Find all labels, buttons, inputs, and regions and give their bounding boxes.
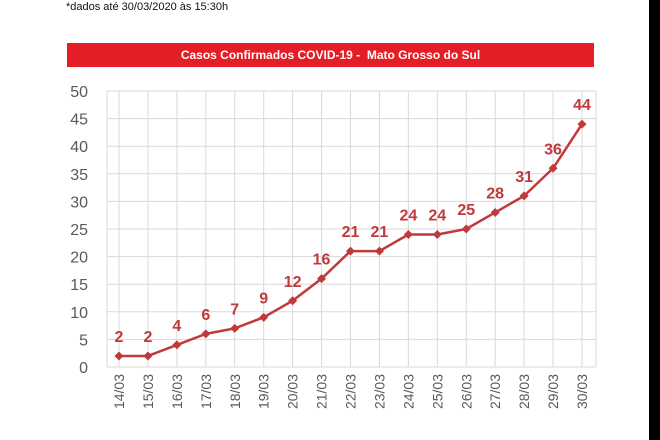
data-point-marker (577, 119, 587, 129)
data-label: 12 (284, 274, 302, 291)
y-tick-label: 15 (70, 277, 88, 294)
data-point-marker (317, 274, 327, 284)
x-tick-label: 23/03 (371, 374, 387, 409)
y-tick-label: 20 (70, 250, 88, 267)
data-label: 28 (486, 185, 504, 202)
footnote: *dados até 30/03/2020 às 15:30h (66, 1, 229, 13)
data-label: 2 (143, 329, 152, 346)
y-axis-ticks: 0 5 10 15 20 25 30 35 40 45 50 (70, 84, 88, 377)
data-point-marker (461, 224, 471, 234)
x-tick-label: 28/03 (516, 374, 532, 409)
x-tick-label: 14/03 (111, 374, 127, 409)
x-tick-label: 17/03 (198, 374, 214, 409)
data-point-marker (259, 312, 269, 322)
data-point-marker (519, 191, 529, 201)
data-point-marker (172, 340, 182, 350)
data-point-marker (230, 323, 240, 333)
y-tick-label: 10 (70, 305, 88, 322)
data-label: 24 (399, 208, 417, 225)
y-tick-label: 5 (79, 332, 88, 349)
data-point-marker (288, 296, 298, 306)
y-tick-label: 45 (70, 112, 88, 129)
data-point-marker (346, 246, 355, 256)
x-tick-label: 18/03 (227, 374, 243, 409)
data-point-marker (403, 230, 413, 240)
x-tick-label: 21/03 (314, 374, 330, 409)
x-tick-label: 19/03 (256, 374, 272, 409)
data-label: 36 (544, 141, 562, 158)
data-point-marker (432, 230, 442, 240)
x-tick-label: 26/03 (458, 374, 474, 409)
window-edge (649, 0, 660, 440)
y-tick-label: 50 (70, 84, 88, 101)
data-label: 24 (428, 208, 446, 225)
data-label: 21 (342, 224, 360, 241)
series-layer (114, 119, 587, 361)
y-tick-label: 0 (79, 360, 88, 377)
x-axis-ticks: 14/03 15/03 16/03 17/03 18/03 19/03 20/03 21/03… (111, 374, 590, 409)
data-label: 16 (313, 252, 331, 269)
x-tick-label: 15/03 (140, 374, 156, 409)
data-label: 21 (371, 224, 389, 241)
data-label: 4 (172, 318, 181, 335)
data-label: 9 (259, 290, 268, 307)
x-tick-label: 20/03 (285, 374, 301, 409)
data-point-marker (143, 351, 153, 361)
data-point-marker (490, 207, 500, 217)
data-point-marker (114, 351, 124, 361)
x-tick-label: 24/03 (400, 374, 416, 409)
data-label: 25 (457, 202, 475, 219)
data-point-marker (374, 246, 384, 256)
x-tick-label: 29/03 (545, 374, 561, 409)
data-label: 31 (515, 169, 533, 186)
y-tick-label: 30 (70, 194, 88, 211)
y-tick-label: 40 (70, 139, 88, 156)
chart-title: Casos Confirmados COVID-19 - Mato Grosso… (67, 43, 594, 67)
x-tick-label: 16/03 (169, 374, 185, 409)
y-tick-label: 25 (70, 222, 88, 239)
data-point-marker (201, 329, 211, 339)
grid-layer (106, 90, 597, 368)
data-label: 7 (230, 301, 239, 318)
data-label: 2 (115, 329, 124, 346)
x-tick-label: 27/03 (487, 374, 503, 409)
x-tick-label: 22/03 (343, 374, 359, 409)
data-label: 44 (573, 97, 591, 114)
y-tick-label: 35 (70, 167, 88, 184)
data-label: 6 (201, 307, 210, 324)
x-tick-label: 30/03 (574, 374, 590, 409)
x-tick-label: 25/03 (429, 374, 445, 409)
data-point-marker (548, 163, 558, 173)
